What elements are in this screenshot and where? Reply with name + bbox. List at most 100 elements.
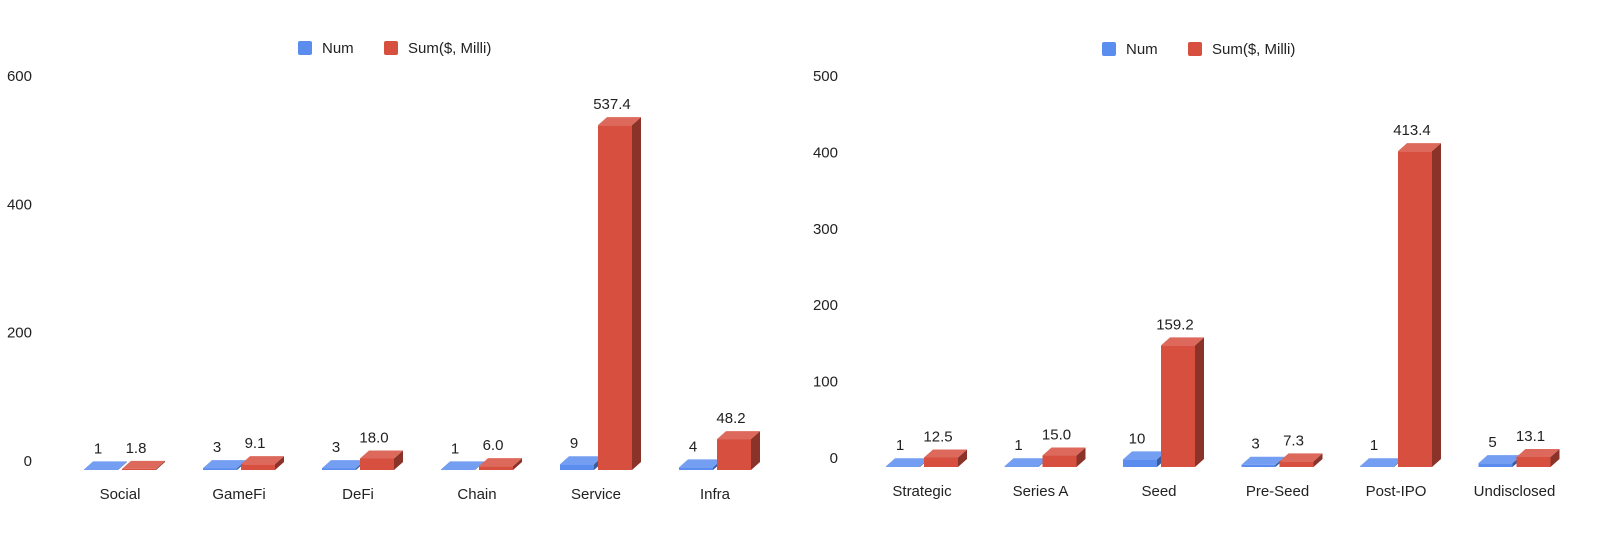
chart-1-bar-num-top [84, 461, 127, 470]
chart-1-bar-sum-front [241, 464, 275, 470]
chart-1-category-label: GameFi [212, 486, 265, 503]
chart-1-legend-swatch-num [298, 41, 312, 55]
chart-1-bar-sum-front [598, 125, 632, 470]
chart-1-data-label-num: 4 [689, 438, 697, 455]
chart-2-data-label-sum: 15.0 [1042, 427, 1071, 444]
chart-2-bar-sum [924, 449, 967, 467]
chart-2-category-label: Seed [1141, 483, 1176, 500]
chart-1-category-label: Chain [457, 486, 496, 503]
chart-1-data-label-sum: 6.0 [483, 437, 504, 454]
chart-2-legend-swatch-num [1102, 42, 1116, 56]
chart-1-bar-num-front [203, 468, 237, 470]
chart-2-bar-sum-side [1550, 448, 1560, 467]
chart-1-bar-num-front [679, 467, 713, 470]
chart-1-category-label: Social [100, 486, 141, 503]
chart-2-bar-num-front [1241, 464, 1276, 467]
chart-1-bar-num-top [441, 461, 484, 470]
chart-1-bar-sum [122, 460, 165, 470]
chart-2-bar-sum-top [1279, 453, 1323, 462]
chart-1-bar-num [84, 461, 127, 470]
chart-2-data-label-num: 1 [1014, 437, 1022, 454]
chart-1-legend-swatch-sum [384, 41, 398, 55]
chart-2-data-label-num: 3 [1251, 436, 1259, 453]
chart-2-bar-sum [1398, 143, 1441, 467]
chart-2-bar-num-front [1360, 466, 1394, 467]
chart-1-bar-sum-front [479, 466, 513, 470]
chart-2-legend-label-sum: Sum($, Milli) [1212, 41, 1295, 58]
chart-2-bar-sum-top [1042, 447, 1086, 456]
chart-2-bar-num [1360, 458, 1403, 467]
chart-2-bar-num [1123, 451, 1166, 467]
chart-1-bar-num-side [475, 461, 484, 470]
chart-1-bar-sum [717, 431, 760, 470]
chart-1-bar-num-front [84, 469, 118, 470]
chart-1-bar-num-front [322, 468, 356, 470]
chart-1-bar-num [441, 461, 484, 470]
chart-2-ytick-label: 300 [813, 221, 838, 238]
chart-1-bar-num [560, 456, 603, 470]
chart-2-data-label-sum: 159.2 [1156, 316, 1194, 333]
chart-2-bar-sum [1042, 447, 1086, 467]
chart-1-data-label-sum: 48.2 [716, 410, 745, 427]
chart-2-legend-label-num: Num [1126, 41, 1158, 58]
chart-1-bar-sum-top [360, 450, 403, 459]
chart-1-bar-num [203, 460, 246, 470]
chart-1-bar-sum-front [122, 468, 156, 470]
chart-2-bar-sum-side [1432, 143, 1441, 467]
chart-2-bar-num-top [1478, 455, 1522, 464]
chart-2-ytick-label: 0 [830, 450, 838, 467]
chart-1-ytick-label: 400 [7, 196, 32, 213]
chart-2-ytick-label: 100 [813, 374, 838, 391]
chart-1-bar-num-side [118, 461, 127, 470]
chart-1-ytick-label: 200 [7, 325, 32, 342]
chart-2-bar-sum [1279, 453, 1323, 467]
chart-1-category-label: Service [571, 486, 621, 503]
chart-2-bar-sum-front [924, 457, 958, 467]
chart-2-bar-num [1241, 456, 1285, 467]
chart-1-bar-sum-front [717, 439, 751, 470]
chart-1-data-label-sum: 1.8 [126, 440, 147, 457]
chart-2-bar-sum-front [1042, 455, 1077, 467]
chart-1-bar-sum-side [275, 456, 284, 470]
chart-1-legend-label-num: Num [322, 40, 354, 57]
chart-2-data-label-sum: 413.4 [1393, 122, 1431, 139]
chart-2-bar-sum-side [1195, 337, 1204, 467]
chart-1-bar-num-front [441, 469, 475, 470]
chart-2-ytick-label: 400 [813, 144, 838, 161]
chart-1-bar-sum-side [751, 431, 760, 470]
chart-1-ytick-label: 600 [7, 68, 32, 85]
chart-2-category-label: Post-IPO [1366, 483, 1427, 500]
chart-1-data-label-num: 9 [570, 435, 578, 452]
chart-2-bar-sum-top [924, 449, 967, 458]
chart-2-bar-num-top [1004, 458, 1048, 467]
chart-1-bar-sum-top [598, 117, 641, 126]
chart-2-bar-num-front [1004, 466, 1039, 467]
chart-2-bar-num [886, 458, 929, 467]
chart-2-bar-sum-top [1398, 143, 1441, 152]
chart-2-bar-num-top [886, 458, 929, 467]
chart-1-bar-sum-top [241, 456, 284, 465]
chart-2-bar-num [1004, 458, 1048, 467]
chart-2-data-label-num: 1 [896, 437, 904, 454]
chart-1-data-label-num: 3 [213, 439, 221, 456]
chart-2-data-label-sum: 7.3 [1283, 432, 1304, 449]
chart-2-data-label-num: 5 [1488, 434, 1496, 451]
chart-2-bar-num-front [1478, 463, 1513, 467]
chart-2-bar-num-front [886, 466, 920, 467]
chart-2-bar-sum-front [1398, 151, 1432, 467]
chart-1-bar-sum [598, 117, 641, 470]
chart-1-data-label-num: 3 [332, 439, 340, 456]
chart-1-data-label-num: 1 [451, 440, 459, 457]
chart-1-legend-label-sum: Sum($, Milli) [408, 40, 491, 57]
chart-1-data-label-sum: 9.1 [245, 435, 266, 452]
chart-2-bar-num-front [1123, 459, 1157, 467]
chart-1-bar-num-top [322, 460, 365, 469]
chart-2-category-label: Series A [1013, 483, 1069, 500]
chart-1-bar-sum-side [156, 460, 165, 470]
chart-2-bar-sum-front [1161, 345, 1195, 467]
chart-2-bar-sum-side [1313, 453, 1323, 467]
chart-1-category-label: Infra [700, 486, 731, 503]
chart-1-bar-sum-top [479, 458, 522, 467]
